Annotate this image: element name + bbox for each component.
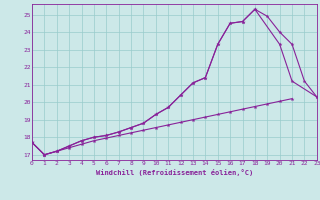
X-axis label: Windchill (Refroidissement éolien,°C): Windchill (Refroidissement éolien,°C) (96, 169, 253, 176)
